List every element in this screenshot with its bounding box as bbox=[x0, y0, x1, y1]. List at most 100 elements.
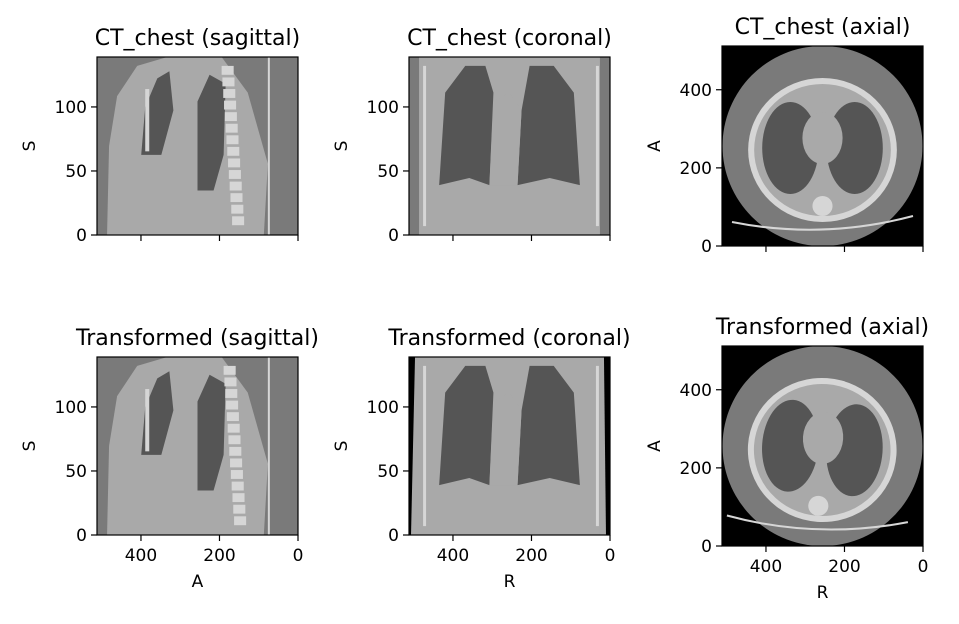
subplot-3: CT_chest (axial) 0 200 400 A bbox=[645, 15, 924, 257]
y-axis-label: S bbox=[332, 141, 352, 152]
vertebra bbox=[226, 412, 239, 422]
vertebra bbox=[230, 458, 243, 468]
y-tick-label: 200 bbox=[680, 459, 712, 479]
vertebra bbox=[231, 481, 244, 491]
y-tick-label: 0 bbox=[388, 526, 399, 546]
edge-right bbox=[603, 357, 610, 535]
vertebra bbox=[233, 504, 246, 514]
y-tick-label: 100 bbox=[55, 98, 87, 118]
lung-left bbox=[517, 365, 580, 486]
y-tick-label: 0 bbox=[388, 226, 399, 246]
x-axis-label: A bbox=[192, 572, 204, 592]
lung-right bbox=[439, 65, 494, 186]
y-tick-label: 200 bbox=[680, 159, 712, 179]
subplot-title: Transformed (axial) bbox=[715, 315, 929, 340]
x-tick-label: 200 bbox=[828, 557, 860, 577]
subplot-title: CT_chest (sagittal) bbox=[95, 26, 301, 51]
x-axis-label: R bbox=[817, 583, 829, 603]
ct-image bbox=[722, 346, 923, 546]
mediastinum bbox=[489, 392, 522, 486]
x-tick-label: 400 bbox=[125, 546, 157, 566]
lung-right bbox=[762, 399, 819, 492]
subplot-2: CT_chest (coronal) 0 50 100 S bbox=[332, 26, 612, 246]
x-tick-label: 400 bbox=[750, 557, 782, 577]
table-line bbox=[726, 514, 909, 531]
table-line bbox=[267, 57, 270, 235]
ct-image bbox=[97, 57, 298, 235]
lung-posterior bbox=[197, 74, 226, 191]
x-tick-label: 0 bbox=[918, 557, 929, 577]
subplot-title: CT_chest (axial) bbox=[735, 15, 911, 40]
vertebra bbox=[223, 89, 236, 98]
rib-edge bbox=[423, 365, 427, 527]
rib-edge bbox=[595, 65, 599, 227]
y-tick-label: 50 bbox=[65, 162, 87, 182]
y-tick-label: 50 bbox=[377, 462, 399, 482]
x-tick-label: 200 bbox=[515, 546, 547, 566]
y-axis-label: S bbox=[20, 141, 40, 152]
y-tick-label: 400 bbox=[680, 381, 712, 401]
lung-right bbox=[439, 365, 494, 486]
y-axis-label: A bbox=[645, 440, 665, 452]
heart bbox=[802, 412, 844, 464]
vertebra bbox=[226, 400, 239, 410]
subplot-title: Transformed (sagittal) bbox=[75, 326, 319, 351]
vertebra bbox=[225, 123, 238, 133]
y-tick-label: 0 bbox=[701, 237, 712, 257]
vertebra bbox=[228, 435, 241, 445]
vertebra bbox=[229, 446, 242, 456]
vertebra bbox=[229, 181, 242, 191]
table-line bbox=[267, 357, 270, 535]
vertebra bbox=[227, 146, 240, 156]
y-axis-label: S bbox=[20, 441, 40, 452]
axes-frame bbox=[408, 356, 611, 536]
vertebra bbox=[224, 112, 237, 122]
axes-frame bbox=[96, 356, 299, 536]
subplot-1: CT_chest (sagittal) 0 50 100 S bbox=[20, 26, 300, 246]
sternum bbox=[145, 89, 150, 152]
axial-slice bbox=[722, 346, 923, 546]
y-tick-label: 0 bbox=[76, 226, 87, 246]
x-tick-label: 400 bbox=[437, 546, 469, 566]
vertebra bbox=[224, 100, 237, 110]
vertebra bbox=[232, 493, 245, 503]
ct-image bbox=[409, 357, 610, 535]
y-tick-label: 0 bbox=[76, 526, 87, 546]
ct-image bbox=[722, 46, 923, 246]
vertebra bbox=[223, 365, 236, 375]
x-tick-label: 200 bbox=[203, 546, 235, 566]
lung-left bbox=[826, 102, 883, 194]
axes-frame bbox=[721, 345, 924, 547]
y-tick-label: 50 bbox=[377, 162, 399, 182]
lung-right bbox=[762, 102, 819, 194]
axial-slice bbox=[722, 46, 923, 246]
y-tick-label: 100 bbox=[367, 98, 399, 118]
sternum bbox=[145, 389, 150, 452]
vertebra bbox=[230, 193, 243, 203]
vertebra bbox=[225, 389, 238, 398]
y-tick-label: 50 bbox=[65, 462, 87, 482]
vertebra bbox=[221, 65, 234, 75]
table-line bbox=[731, 215, 914, 231]
subplot-4: Transformed (sagittal) 0 50 100 400 200 0 S A bbox=[20, 326, 319, 592]
x-axis-label: R bbox=[504, 572, 516, 592]
y-axis-label: S bbox=[332, 441, 352, 452]
vertebra bbox=[226, 135, 239, 145]
axes-frame bbox=[96, 56, 299, 236]
y-tick-label: 100 bbox=[367, 398, 399, 418]
lung-anterior bbox=[141, 371, 174, 455]
x-tick-label: 0 bbox=[605, 546, 616, 566]
heart bbox=[802, 112, 843, 164]
subplot-6: Transformed (axial) 0 200 400 400 200 0 A R bbox=[645, 315, 929, 603]
vertebra bbox=[234, 516, 247, 526]
vertebra bbox=[227, 423, 240, 433]
subplot-title: CT_chest (coronal) bbox=[407, 26, 612, 51]
vertebra bbox=[230, 470, 243, 479]
vertebra bbox=[231, 204, 244, 214]
vertebra bbox=[808, 495, 829, 516]
y-axis-label: A bbox=[645, 140, 665, 152]
y-tick-label: 100 bbox=[55, 398, 87, 418]
vertebra bbox=[232, 216, 245, 226]
vertebra bbox=[812, 196, 833, 216]
mediastinum bbox=[489, 92, 522, 186]
